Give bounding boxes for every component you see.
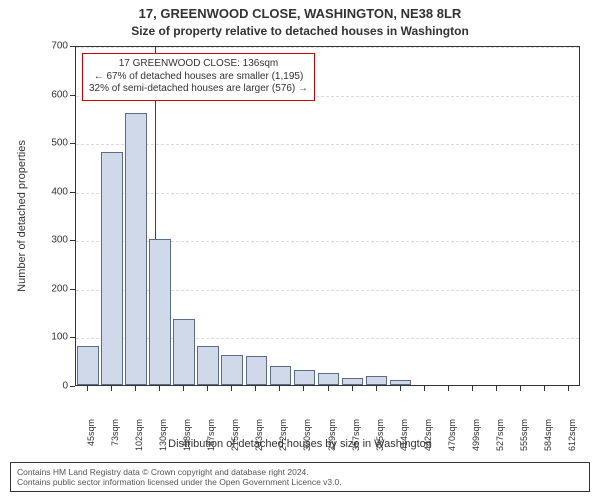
y-tick-mark [70, 289, 75, 290]
x-tick-label: 385sqm [375, 419, 385, 469]
histogram-bar [270, 366, 292, 385]
histogram-bar [342, 378, 364, 385]
histogram-bar [246, 356, 268, 385]
x-tick-label: 73sqm [110, 419, 120, 469]
y-tick-label: 600 [40, 89, 68, 100]
y-tick-label: 400 [40, 186, 68, 197]
histogram-bar [149, 239, 171, 385]
x-tick-mark [111, 386, 112, 391]
title-line-1: 17, GREENWOOD CLOSE, WASHINGTON, NE38 8L… [0, 6, 600, 21]
x-tick-mark [400, 386, 401, 391]
x-tick-mark [255, 386, 256, 391]
y-tick-label: 300 [40, 235, 68, 246]
y-tick-mark [70, 240, 75, 241]
x-tick-mark [279, 386, 280, 391]
x-tick-label: 527sqm [495, 419, 505, 469]
y-tick-mark [70, 386, 75, 387]
x-tick-mark [303, 386, 304, 391]
plot-area: 17 GREENWOOD CLOSE: 136sqm ← 67% of deta… [75, 46, 580, 386]
title-line-2: Size of property relative to detached ho… [0, 24, 600, 38]
grid-line [76, 144, 579, 145]
x-tick-label: 555sqm [519, 419, 529, 469]
x-tick-mark [448, 386, 449, 391]
callout-line-1: 17 GREENWOOD CLOSE: 136sqm [89, 58, 308, 71]
reference-callout: 17 GREENWOOD CLOSE: 136sqm ← 67% of deta… [82, 53, 315, 101]
x-tick-mark [352, 386, 353, 391]
grid-line [76, 47, 579, 48]
y-tick-label: 500 [40, 138, 68, 149]
x-tick-label: 102sqm [134, 419, 144, 469]
histogram-bar [390, 380, 412, 385]
x-tick-label: 357sqm [351, 419, 361, 469]
y-tick-label: 700 [40, 41, 68, 52]
footer-line-2: Contains public sector information licen… [17, 477, 583, 487]
x-tick-label: 612sqm [567, 419, 577, 469]
x-tick-label: 329sqm [327, 419, 337, 469]
x-tick-mark [544, 386, 545, 391]
x-tick-mark [159, 386, 160, 391]
histogram-bar [197, 346, 219, 385]
x-tick-mark [135, 386, 136, 391]
x-tick-mark [207, 386, 208, 391]
histogram-bar [221, 355, 243, 385]
y-axis-label: Number of detached properties [16, 140, 28, 292]
x-tick-mark [424, 386, 425, 391]
x-tick-label: 158sqm [182, 419, 192, 469]
histogram-bar [173, 319, 195, 385]
callout-line-2: ← 67% of detached houses are smaller (1,… [89, 71, 308, 84]
x-tick-label: 499sqm [471, 419, 481, 469]
y-tick-mark [70, 337, 75, 338]
x-tick-mark [496, 386, 497, 391]
y-tick-mark [70, 143, 75, 144]
histogram-bar [366, 376, 388, 385]
histogram-bar [318, 373, 340, 385]
y-tick-mark [70, 95, 75, 96]
histogram-bar [101, 152, 123, 385]
x-tick-label: 45sqm [86, 419, 96, 469]
x-tick-mark [231, 386, 232, 391]
callout-line-3: 32% of semi-detached houses are larger (… [89, 83, 308, 96]
x-tick-label: 584sqm [543, 419, 553, 469]
x-tick-label: 442sqm [423, 419, 433, 469]
y-tick-mark [70, 46, 75, 47]
histogram-bar [77, 346, 99, 385]
x-tick-label: 215sqm [230, 419, 240, 469]
x-tick-mark [183, 386, 184, 391]
y-tick-label: 200 [40, 283, 68, 294]
x-tick-label: 300sqm [302, 419, 312, 469]
x-tick-mark [568, 386, 569, 391]
x-tick-mark [87, 386, 88, 391]
x-tick-label: 243sqm [254, 419, 264, 469]
x-tick-label: 272sqm [278, 419, 288, 469]
x-tick-mark [472, 386, 473, 391]
grid-line [76, 193, 579, 194]
x-tick-label: 130sqm [158, 419, 168, 469]
y-tick-label: 100 [40, 332, 68, 343]
x-tick-mark [376, 386, 377, 391]
x-tick-mark [520, 386, 521, 391]
x-tick-label: 414sqm [399, 419, 409, 469]
chart-container: 17, GREENWOOD CLOSE, WASHINGTON, NE38 8L… [0, 0, 600, 500]
x-tick-label: 187sqm [206, 419, 216, 469]
histogram-bar [294, 370, 316, 385]
y-tick-label: 0 [40, 381, 68, 392]
x-tick-label: 470sqm [447, 419, 457, 469]
histogram-bar [125, 113, 147, 385]
y-tick-mark [70, 192, 75, 193]
x-tick-mark [328, 386, 329, 391]
